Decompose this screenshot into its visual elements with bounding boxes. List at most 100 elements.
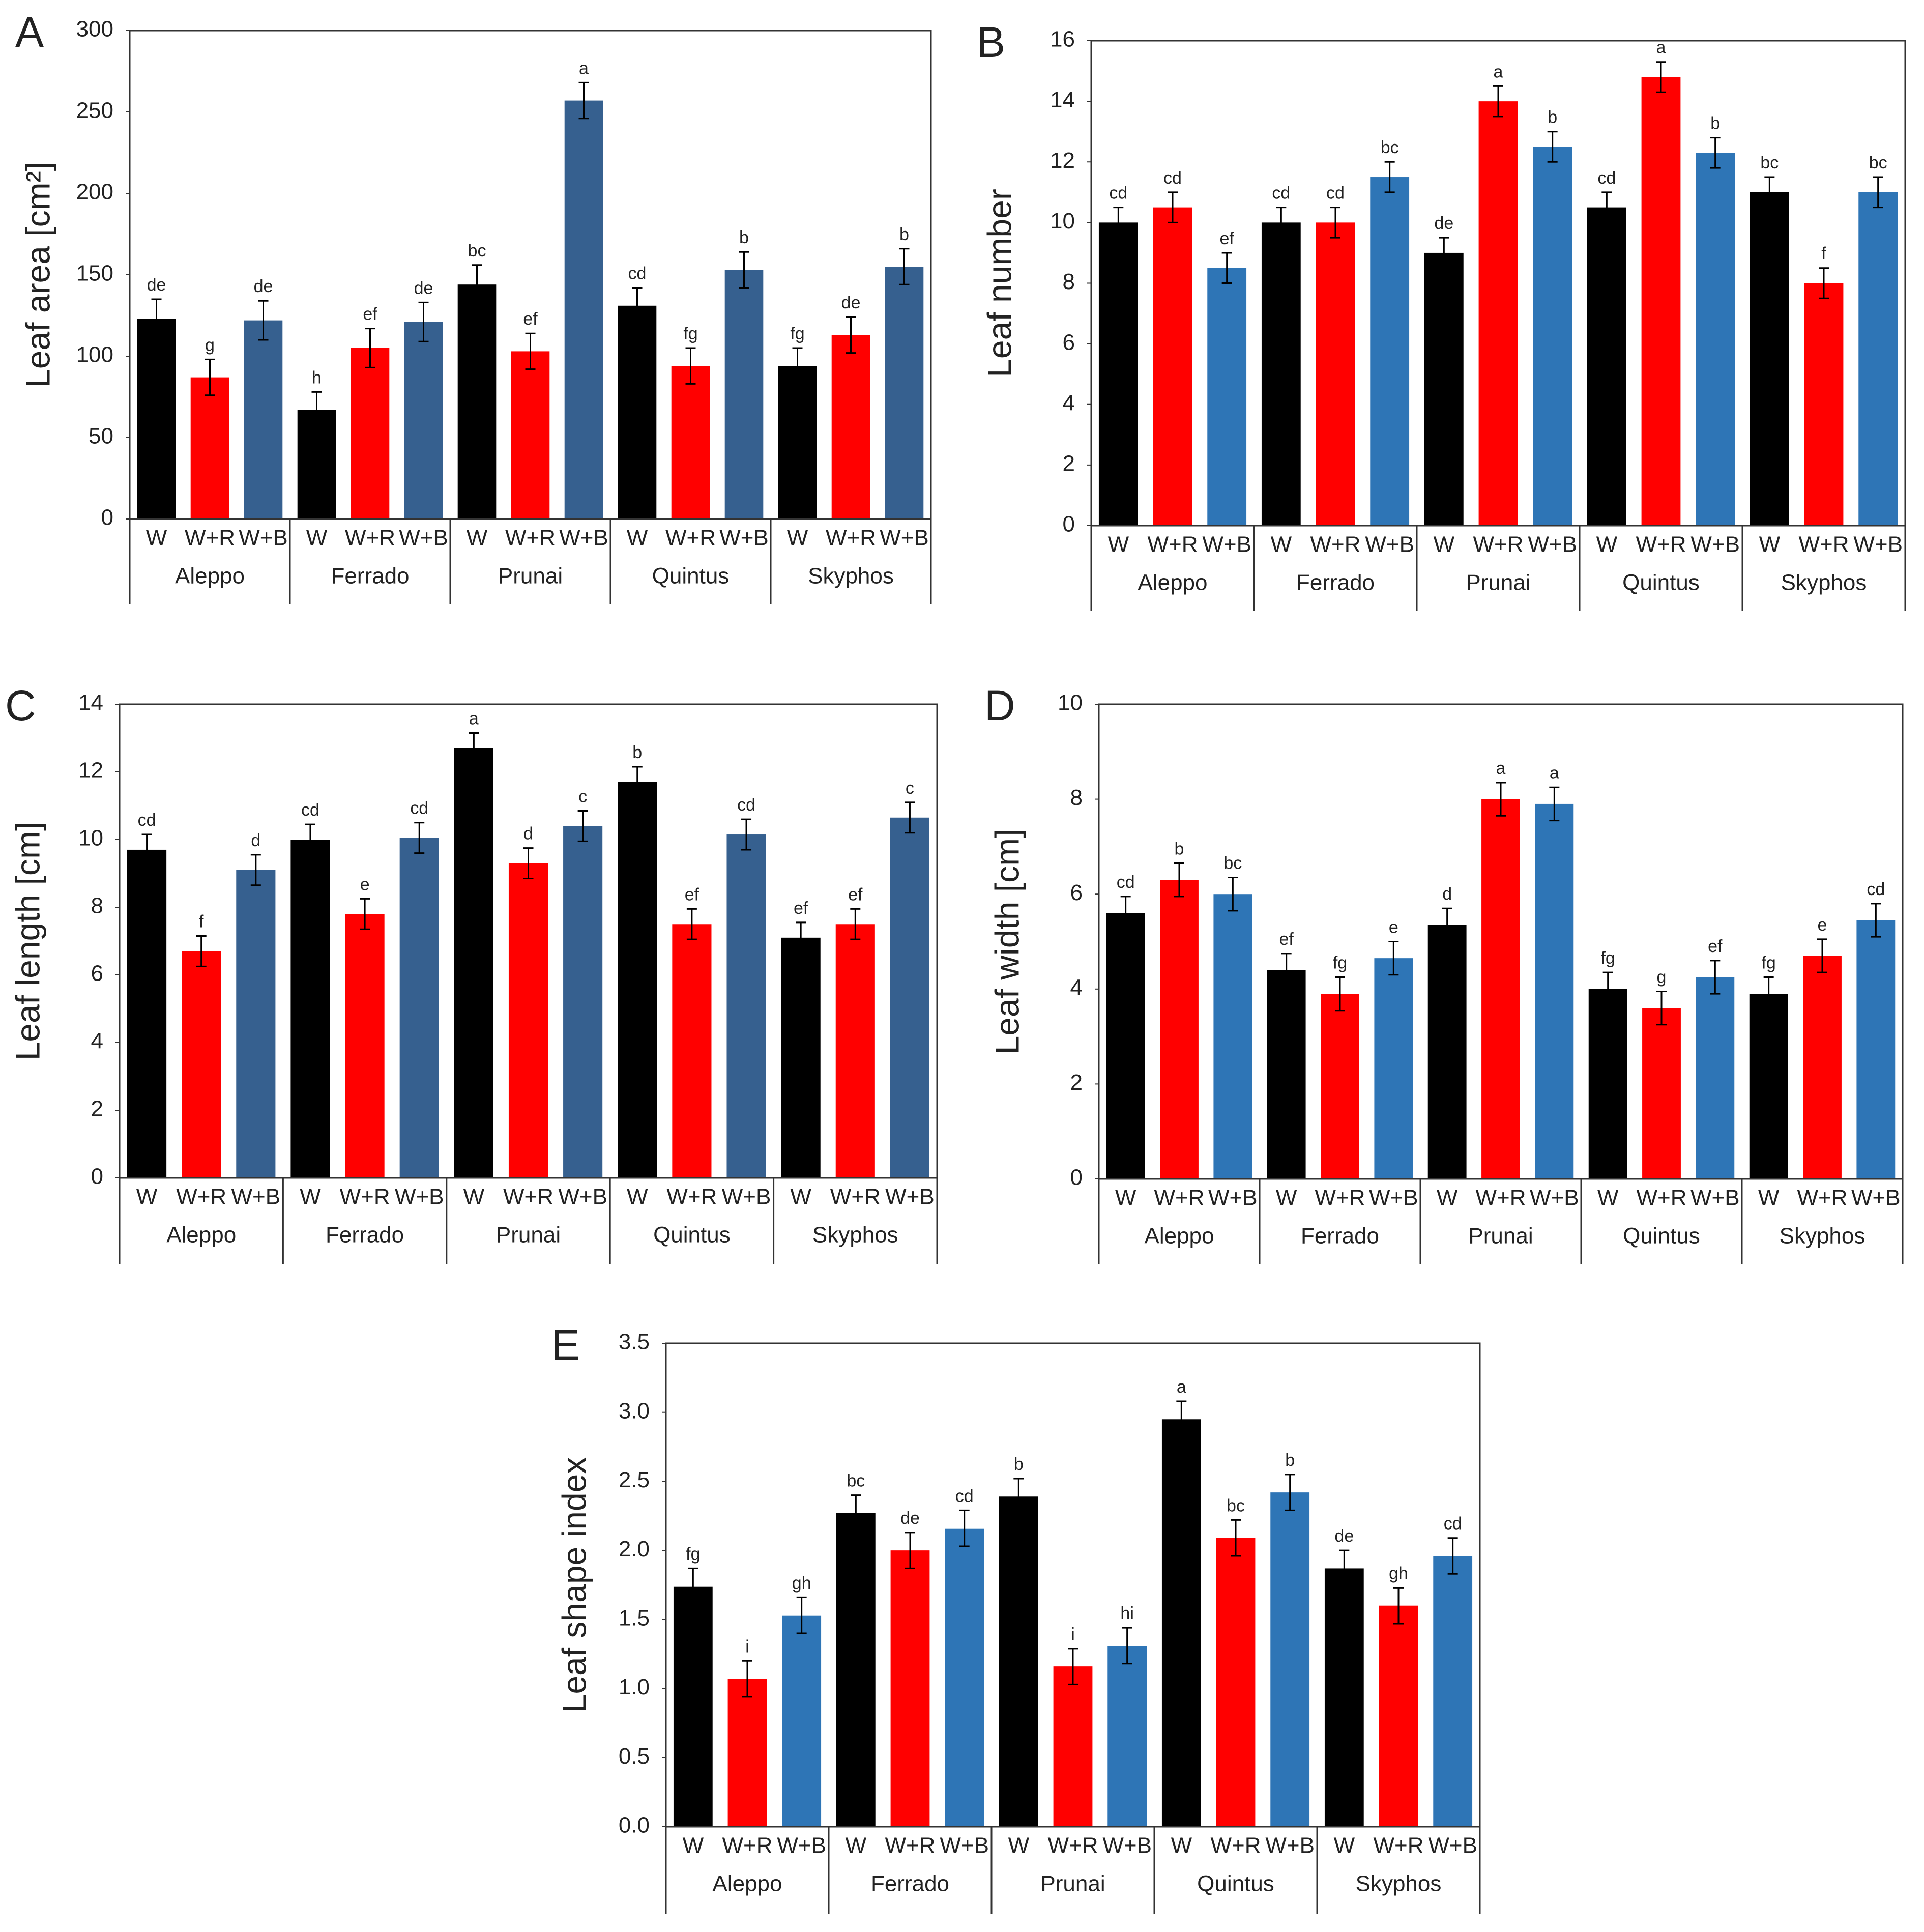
error-bar xyxy=(899,248,910,285)
bar xyxy=(1696,153,1735,526)
error-bar xyxy=(686,908,697,940)
plot-frame xyxy=(1098,703,1904,1180)
x-tick-label: W xyxy=(787,526,808,551)
bar xyxy=(1321,994,1359,1179)
x-tick-label: W xyxy=(627,526,648,551)
bar xyxy=(727,1679,767,1827)
group-label: Aleppo xyxy=(1138,570,1207,595)
significance-letter: bc xyxy=(468,241,486,261)
error-bar xyxy=(1602,971,1613,1006)
error-bar xyxy=(472,264,482,305)
bar xyxy=(724,270,764,519)
x-tick-label: W xyxy=(1758,1186,1780,1210)
x-tick-label: W+B xyxy=(558,1185,607,1209)
error-bar xyxy=(414,822,425,854)
x-tick-label: W+R xyxy=(830,1185,881,1209)
bar xyxy=(673,1586,713,1827)
bar xyxy=(1856,920,1896,1179)
bar xyxy=(290,840,330,1178)
x-tick-label: W+B xyxy=(395,1185,444,1209)
x-tick-label: W+R xyxy=(1374,1833,1424,1858)
bar xyxy=(1270,1492,1310,1827)
significance-letter: bc xyxy=(1227,1496,1245,1515)
significance-letter: bc xyxy=(1223,854,1242,873)
x-tick-label: W+B xyxy=(722,1185,771,1209)
x-tick-label: W+R xyxy=(722,1833,773,1858)
bar xyxy=(1213,894,1252,1179)
x-tick-label: W xyxy=(846,1833,867,1858)
error-bar xyxy=(1601,191,1612,223)
y-tick-label: 4 xyxy=(1063,390,1075,415)
x-tick-label: W xyxy=(463,1185,485,1209)
significance-letter: cd xyxy=(1109,184,1127,203)
x-tick-label: W xyxy=(1596,532,1618,557)
x-tick-label: W+B xyxy=(885,1185,935,1209)
bar xyxy=(835,924,875,1178)
bar xyxy=(1433,1556,1473,1827)
error-bar xyxy=(632,766,643,798)
error-bar xyxy=(311,391,322,429)
bar xyxy=(1749,994,1788,1179)
bar xyxy=(1696,977,1735,1179)
x-tick-label: W xyxy=(1008,1833,1030,1858)
y-tick-label: 3.0 xyxy=(619,1398,650,1423)
error-bar xyxy=(250,854,261,886)
bar xyxy=(1427,925,1467,1179)
error-bar xyxy=(1447,1537,1458,1575)
bar xyxy=(1098,222,1138,526)
y-tick-label: 0.5 xyxy=(619,1744,650,1769)
bar xyxy=(1267,970,1306,1179)
x-tick-label: W+B xyxy=(1690,532,1740,557)
group-label: Prunai xyxy=(1468,1224,1533,1249)
significance-letter: ef xyxy=(363,305,377,324)
bar xyxy=(890,1550,930,1827)
group-label: Prunai xyxy=(1466,570,1530,595)
significance-letter: c xyxy=(906,778,914,798)
x-tick-label: W+R xyxy=(1799,532,1849,557)
error-bar xyxy=(141,833,152,866)
significance-letter: b xyxy=(899,225,909,244)
bar xyxy=(1804,283,1844,526)
x-tick-label: W xyxy=(1334,1833,1355,1858)
error-bar xyxy=(1549,786,1560,822)
error-bar xyxy=(1710,960,1721,995)
significance-letter: e xyxy=(1389,917,1398,937)
x-tick-label: W xyxy=(1759,532,1781,557)
error-bar xyxy=(1763,976,1774,1012)
significance-letter: b xyxy=(1285,1451,1295,1470)
significance-letter: de xyxy=(900,1509,920,1528)
bar xyxy=(782,1615,822,1827)
bar xyxy=(778,366,817,519)
x-tick-label: W xyxy=(1115,1186,1136,1210)
bar xyxy=(1641,77,1681,526)
bar xyxy=(127,849,167,1178)
group-label: Ferrado xyxy=(326,1223,404,1248)
significance-letter: i xyxy=(1071,1625,1075,1644)
significance-letter: hi xyxy=(1120,1604,1133,1623)
error-bar xyxy=(632,287,643,325)
error-bar xyxy=(741,818,752,851)
error-bar xyxy=(525,332,536,370)
bar xyxy=(1324,1568,1364,1827)
x-tick-label: W+R xyxy=(503,1185,553,1209)
error-bar xyxy=(1339,1549,1350,1588)
x-tick-label: W+B xyxy=(1202,532,1251,557)
y-tick-label: 3.5 xyxy=(619,1330,650,1354)
error-bar xyxy=(1113,207,1124,239)
bar xyxy=(236,870,276,1178)
bar xyxy=(1803,956,1842,1179)
error-bar xyxy=(1221,252,1232,284)
significance-letter: fg xyxy=(1761,953,1775,972)
x-tick-label: W xyxy=(1271,532,1292,557)
significance-letter: cd xyxy=(138,811,156,830)
x-tick-label: W+R xyxy=(666,1185,717,1209)
x-tick-label: W+R xyxy=(1148,532,1198,557)
group-label: Skyphos xyxy=(1780,1224,1865,1249)
group-label: Skyphos xyxy=(1356,1871,1442,1896)
group-label: Quintus xyxy=(1623,1224,1700,1249)
error-bar xyxy=(850,908,861,940)
error-bar xyxy=(1330,207,1340,239)
significance-letter: ef xyxy=(1708,937,1723,956)
y-axis-title: Leaf number xyxy=(980,189,1018,378)
error-bar xyxy=(1710,137,1721,169)
